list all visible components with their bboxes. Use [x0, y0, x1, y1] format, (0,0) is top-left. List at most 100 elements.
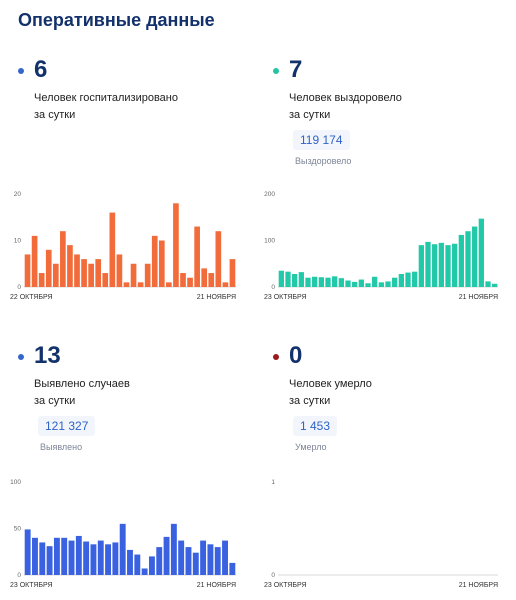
bar [158, 240, 165, 287]
deaths-dot-icon [273, 354, 279, 360]
recovered-chart: 0 100 200 23 ОКТЯБРЯ 21 НОЯБРЯ [264, 191, 498, 301]
bar [39, 542, 46, 575]
bar [163, 536, 170, 575]
bar [472, 226, 478, 287]
bar [392, 277, 398, 287]
bar [372, 276, 378, 287]
bar [418, 245, 424, 287]
bar [207, 544, 214, 575]
bar [405, 272, 411, 287]
bar [458, 234, 464, 287]
y-tick-label: 0 [271, 284, 275, 291]
hospitalized-card: 6 Человек госпитализировано за сутки [18, 56, 258, 186]
bar [141, 568, 148, 575]
hospitalized-description: Человек госпитализировано за сутки [34, 90, 254, 124]
recovered-count: 7 [289, 56, 303, 83]
bar [365, 283, 371, 287]
deaths-count: 0 [289, 342, 303, 369]
bar [24, 529, 31, 575]
bar [352, 281, 358, 287]
bar [105, 544, 112, 575]
bar [229, 562, 236, 575]
detected-dot-icon [18, 354, 24, 360]
bar [83, 541, 90, 575]
hospitalized-desc-line-2: за сутки [34, 109, 76, 121]
y-tick-label: 50 [14, 526, 22, 533]
bar [332, 276, 338, 287]
bar [156, 547, 163, 575]
x-end-label: 21 НОЯБРЯ [197, 294, 236, 301]
bar [425, 241, 431, 287]
deaths-total: 1 453 [293, 416, 338, 436]
bar [81, 259, 87, 287]
x-end-label: 21 НОЯБРЯ [197, 582, 236, 589]
bar [305, 277, 311, 287]
bar [75, 535, 82, 575]
recovered-total-label: Выздоровело [295, 156, 352, 166]
bar [285, 271, 291, 287]
detected-chart: 0 50 100 23 ОКТЯБРЯ 21 НОЯБРЯ [10, 479, 236, 589]
bar [112, 542, 119, 575]
bar [137, 282, 144, 287]
bar [358, 279, 364, 287]
bar [222, 540, 228, 575]
bar [68, 540, 75, 575]
bar [398, 273, 404, 287]
bar [148, 556, 155, 575]
recovered-total: 119 174 [293, 130, 350, 150]
bar [45, 249, 52, 287]
bar [38, 273, 45, 287]
bar [378, 282, 384, 287]
bar [445, 245, 451, 287]
bar [31, 235, 38, 287]
bar [192, 552, 199, 575]
bar [325, 277, 331, 287]
bar [178, 540, 185, 575]
recovered-card: 7 Человек выздоровело за сутки 119 174 В… [273, 56, 513, 186]
bar [67, 245, 73, 287]
bar [200, 540, 207, 575]
y-tick-label: 100 [264, 238, 275, 245]
hospitalized-count: 6 [34, 56, 48, 83]
x-start-label: 22 ОКТЯБРЯ [10, 294, 53, 301]
deaths-desc-line-1: Человек умерло [289, 378, 372, 390]
x-end-label: 21 НОЯБРЯ [459, 294, 498, 301]
deaths-desc-line-2: за сутки [289, 395, 331, 407]
bar [438, 242, 444, 287]
bar [385, 281, 391, 287]
bar [170, 523, 177, 575]
y-tick-label: 200 [264, 191, 275, 198]
bar [215, 231, 222, 287]
bar [24, 254, 31, 287]
x-start-label: 23 ОКТЯБРЯ [264, 582, 307, 589]
recovered-desc-line-1: Человек выздоровело [289, 92, 402, 104]
bar [95, 259, 102, 287]
detected-desc-line-1: Выявлено случаев [34, 378, 130, 390]
detected-total-label: Выявлено [40, 442, 83, 452]
bar [109, 212, 116, 287]
bar [127, 549, 133, 575]
bar [166, 282, 172, 287]
bar [61, 537, 68, 575]
y-tick-label: 0 [271, 572, 275, 579]
bar [338, 278, 344, 287]
detected-count: 13 [34, 342, 61, 369]
y-tick-label: 0 [17, 284, 21, 291]
detected-description: Выявлено случаев за сутки [34, 376, 254, 410]
bar [478, 218, 484, 287]
bar [412, 271, 418, 287]
x-end-label: 21 НОЯБРЯ [459, 582, 498, 589]
x-start-label: 23 ОКТЯБРЯ [264, 294, 307, 301]
hospitalized-chart: 0 10 20 22 ОКТЯБРЯ 21 НОЯБРЯ [10, 191, 236, 301]
detected-card: 13 Выявлено случаев за сутки 121 327 Выя… [18, 342, 258, 472]
y-tick-label: 1 [271, 479, 275, 486]
bar [292, 273, 298, 287]
bar [185, 547, 192, 575]
bar [194, 226, 200, 287]
bar [208, 273, 215, 287]
bar [180, 273, 186, 287]
bar [90, 544, 97, 575]
x-start-label: 23 ОКТЯБРЯ [10, 582, 53, 589]
detected-desc-line-2: за сутки [34, 395, 76, 407]
bar [102, 273, 109, 287]
